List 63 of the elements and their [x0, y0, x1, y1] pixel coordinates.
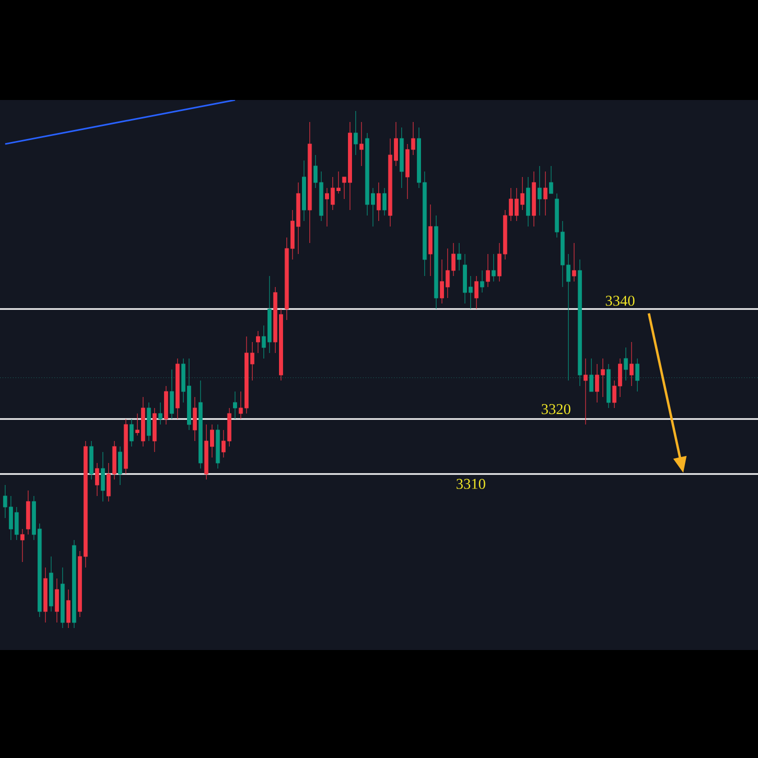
candlestick	[595, 364, 600, 403]
candlestick	[170, 369, 174, 420]
candlestick	[192, 396, 197, 442]
candlestick	[152, 408, 157, 452]
candlestick	[20, 528, 24, 562]
candlestick	[486, 254, 490, 288]
candlestick	[480, 270, 484, 293]
candlestick	[578, 259, 582, 386]
candlestick	[549, 166, 554, 194]
candlestick	[158, 402, 162, 425]
candlestick	[164, 386, 168, 425]
candlestick	[146, 402, 151, 442]
candlestick	[66, 589, 70, 628]
candlestick	[302, 160, 306, 222]
candlestick	[376, 182, 381, 222]
candlestick	[72, 540, 76, 628]
candlestick	[624, 347, 628, 381]
ref-line-label: 3310	[456, 478, 486, 489]
candlestick	[600, 358, 605, 398]
ref-line-label: 3320	[542, 404, 570, 414]
candlestick	[543, 171, 548, 216]
candlestick	[457, 242, 462, 271]
candlestick	[95, 462, 100, 496]
candlestick	[26, 490, 30, 535]
candlestick	[100, 452, 105, 502]
candlestick	[566, 254, 570, 381]
candlestick	[520, 176, 524, 210]
candlestick	[474, 276, 478, 310]
candlestick	[198, 380, 203, 469]
candlestick	[308, 122, 312, 244]
ref-line-label: 3340	[606, 296, 634, 306]
candlestick	[130, 418, 134, 447]
candlestick	[124, 418, 128, 474]
candlestick	[492, 254, 496, 282]
candlestick	[112, 440, 116, 480]
candlestick	[635, 358, 640, 392]
candlestick	[3, 484, 8, 518]
candlestick	[49, 556, 54, 612]
candlestick	[118, 446, 122, 486]
candlestick	[538, 166, 542, 216]
candlestick	[451, 242, 456, 276]
candlestick	[354, 110, 358, 156]
candlestick	[54, 578, 59, 623]
candlestick	[89, 440, 94, 480]
candlestick	[630, 342, 634, 386]
candlestick	[43, 567, 48, 623]
candlestick	[589, 358, 594, 392]
candlestick	[176, 358, 180, 420]
candlestick	[106, 462, 111, 502]
candlestick	[256, 330, 260, 354]
candlestick	[526, 176, 530, 227]
candlestick	[60, 567, 65, 628]
candlestick	[359, 122, 364, 166]
candlestick	[428, 204, 432, 276]
candlestick	[382, 188, 386, 216]
candlestick	[572, 242, 576, 282]
candlestick	[434, 215, 438, 310]
candlestick	[606, 364, 611, 408]
candlestick	[584, 358, 588, 425]
candlestick	[400, 127, 404, 188]
candlestick	[216, 424, 220, 469]
candlestick	[233, 391, 238, 420]
candlestick	[532, 171, 536, 227]
